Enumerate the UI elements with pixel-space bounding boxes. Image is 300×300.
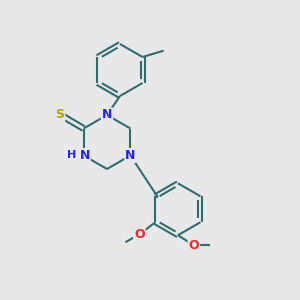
Text: N: N (102, 109, 112, 122)
Text: H: H (67, 151, 76, 160)
Text: S: S (55, 108, 64, 121)
Text: O: O (134, 228, 145, 241)
Text: O: O (189, 239, 199, 252)
Text: N: N (80, 149, 90, 162)
Text: N: N (125, 149, 136, 162)
